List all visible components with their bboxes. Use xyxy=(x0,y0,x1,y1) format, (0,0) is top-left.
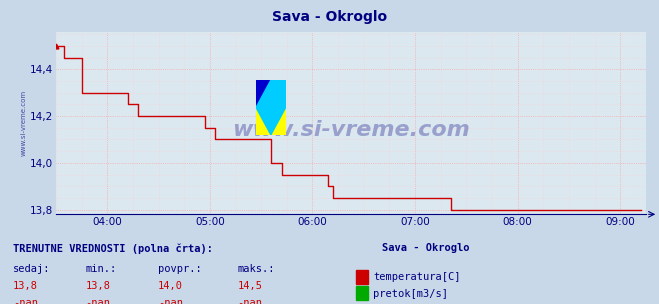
Text: povpr.:: povpr.: xyxy=(158,264,202,275)
Text: maks.:: maks.: xyxy=(237,264,275,275)
Text: -nan: -nan xyxy=(13,298,38,304)
Text: min.:: min.: xyxy=(86,264,117,275)
Text: www.si-vreme.com: www.si-vreme.com xyxy=(232,120,470,140)
Text: sedaj:: sedaj: xyxy=(13,264,51,275)
Text: Sava - Okroglo: Sava - Okroglo xyxy=(382,243,470,253)
Text: 14,0: 14,0 xyxy=(158,281,183,291)
Text: temperatura[C]: temperatura[C] xyxy=(373,272,461,282)
Text: 13,8: 13,8 xyxy=(86,281,111,291)
Polygon shape xyxy=(256,80,271,107)
Polygon shape xyxy=(256,80,286,135)
Text: -nan: -nan xyxy=(158,298,183,304)
Text: Sava - Okroglo: Sava - Okroglo xyxy=(272,10,387,24)
Polygon shape xyxy=(256,80,286,135)
Text: -nan: -nan xyxy=(86,298,111,304)
Text: TRENUTNE VREDNOSTI (polna črta):: TRENUTNE VREDNOSTI (polna črta): xyxy=(13,243,213,254)
Text: www.si-vreme.com: www.si-vreme.com xyxy=(20,90,26,156)
Text: pretok[m3/s]: pretok[m3/s] xyxy=(373,289,448,299)
Text: 14,5: 14,5 xyxy=(237,281,262,291)
Text: -nan: -nan xyxy=(237,298,262,304)
Text: 13,8: 13,8 xyxy=(13,281,38,291)
